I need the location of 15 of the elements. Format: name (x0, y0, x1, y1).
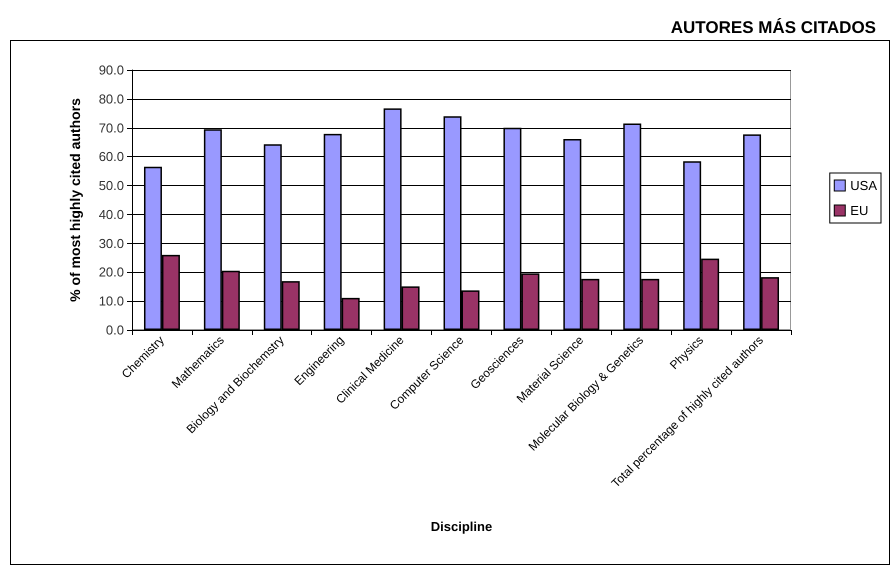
legend-label: USA (850, 178, 878, 193)
y-tick-label: 20.0 (98, 264, 124, 280)
y-tick-label: 40.0 (98, 206, 124, 222)
y-tick-label: 60.0 (98, 149, 124, 164)
chart-title: AUTORES MÁS CITADOS (670, 17, 876, 37)
y-axis-title: % of most highly cited authors (67, 98, 83, 302)
y-tick-label: 50.0 (98, 178, 124, 194)
y-tick-label: 30.0 (98, 236, 124, 251)
x-axis-title: Discipline (430, 519, 492, 534)
y-tick-label: 90.0 (98, 62, 124, 78)
y-tick-label: 10.0 (98, 294, 124, 309)
y-tick-label: 80.0 (98, 91, 124, 106)
y-tick-label: 0.0 (106, 322, 124, 338)
legend-label: EU (850, 203, 868, 218)
y-tick-label: 70.0 (98, 120, 124, 136)
